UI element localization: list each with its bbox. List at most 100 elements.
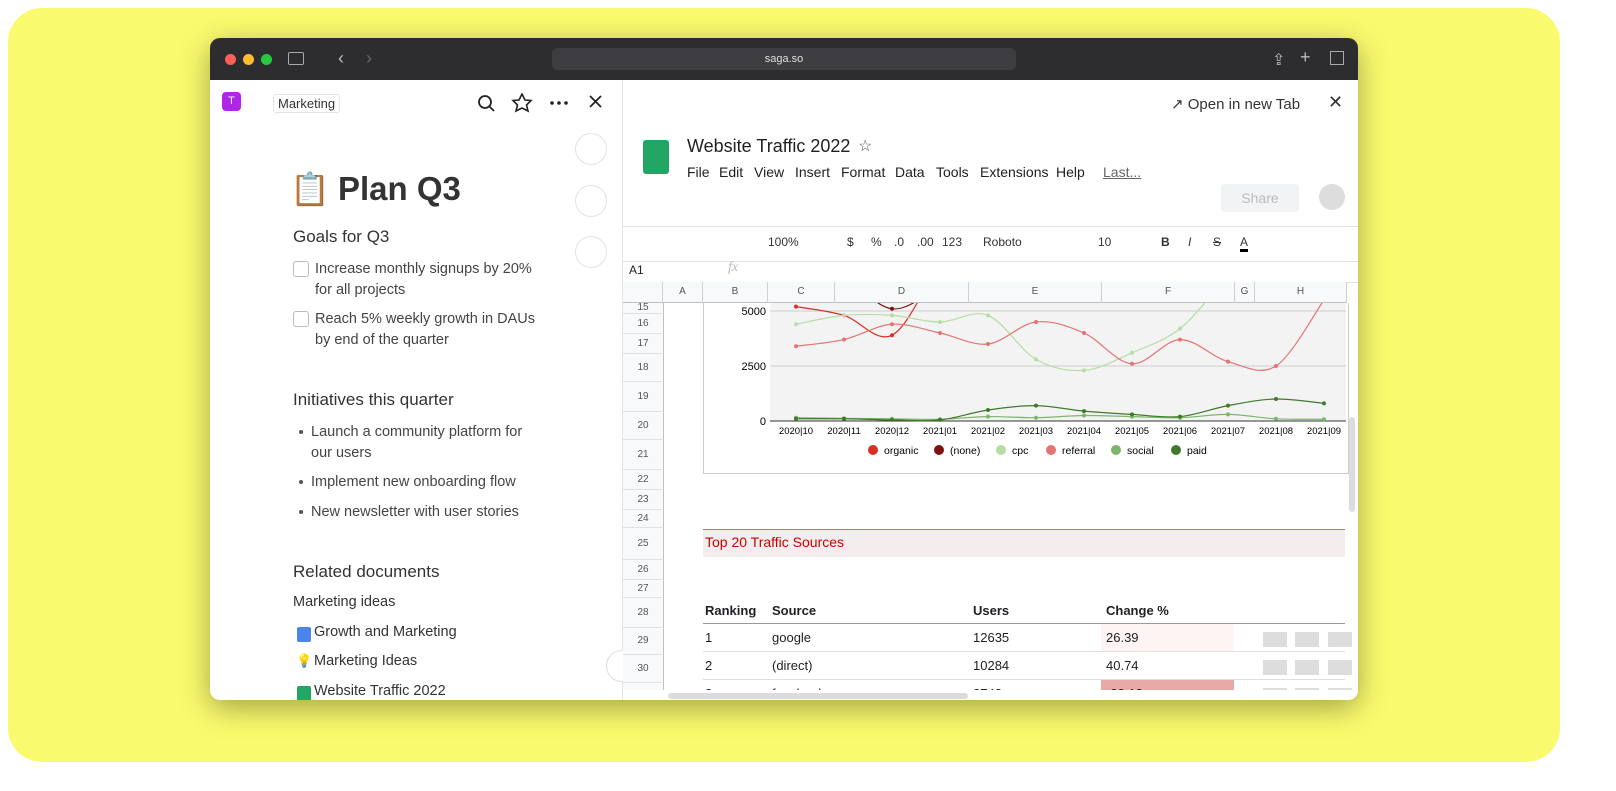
menu-item[interactable]: Tools xyxy=(936,164,969,180)
star-icon[interactable] xyxy=(511,93,533,113)
legend-swatch xyxy=(1046,445,1056,455)
sparkline-placeholder xyxy=(1295,660,1319,675)
column-header: B xyxy=(703,282,768,303)
share-button[interactable]: Share xyxy=(1221,184,1299,212)
zoom-button[interactable] xyxy=(261,54,272,65)
row-header: 30 xyxy=(623,655,664,683)
toolbar-strike[interactable]: S xyxy=(1213,235,1222,249)
star-doc[interactable]: ☆ xyxy=(858,138,873,155)
tab-overview[interactable] xyxy=(1330,51,1344,65)
data-point xyxy=(1322,401,1326,406)
cell-reference[interactable]: A1 xyxy=(629,263,644,277)
h-scrollbar xyxy=(623,690,1358,700)
toolbar-italic[interactable]: I xyxy=(1188,235,1192,249)
menu-item[interactable]: Data xyxy=(895,164,925,180)
toolbar-color[interactable]: A xyxy=(1240,235,1249,252)
bullet-item: New newsletter with user stories xyxy=(311,504,519,520)
row-header: 28 xyxy=(623,598,664,628)
sheets-logo xyxy=(643,140,669,174)
outline-button[interactable] xyxy=(575,185,607,217)
data-point xyxy=(1034,415,1038,420)
legend-swatch xyxy=(868,445,878,455)
search-icon[interactable] xyxy=(478,95,492,109)
menu-item[interactable]: File xyxy=(687,164,710,180)
grid: A B C D E F G H 15 16 17 18 19 20 21 22 23 24 25 26 27 28 29 30… xyxy=(623,282,1358,700)
menu-item[interactable]: Last... xyxy=(1103,164,1142,180)
table-header: Change % xyxy=(1106,603,1169,618)
page-title: Plan Q3 xyxy=(338,170,461,207)
menu-item[interactable]: View xyxy=(754,164,785,180)
link-icon xyxy=(297,626,311,642)
column-header: H xyxy=(1255,282,1347,303)
more-dot[interactable] xyxy=(557,101,561,105)
forward-button[interactable]: › xyxy=(366,48,372,68)
more-dot[interactable] xyxy=(550,101,554,105)
toolbar-font[interactable]: Roboto xyxy=(983,235,1022,249)
chart: 0 2500 5000 2020|10 2020|11 2020|12 2021|01 202… xyxy=(703,303,1349,474)
data-point xyxy=(842,416,846,421)
sidebar-toggle[interactable] xyxy=(288,52,304,65)
table-cell: 2 xyxy=(705,658,713,673)
sparkline-placeholder xyxy=(1263,660,1287,675)
series-line xyxy=(795,303,1206,372)
link-button[interactable] xyxy=(575,133,607,165)
column-header: G xyxy=(1235,282,1255,303)
legend-label: organic xyxy=(884,445,918,457)
title-icon: 📋 xyxy=(290,171,330,207)
table-header: Ranking xyxy=(705,603,757,618)
menu-item[interactable]: Format xyxy=(841,164,886,180)
toolbar-dec-more[interactable]: .00 xyxy=(917,235,934,249)
related-link[interactable]: Marketing Ideas xyxy=(314,653,418,669)
toolbar-bold[interactable]: B xyxy=(1161,235,1170,249)
minimize-button[interactable] xyxy=(243,54,254,65)
toolbar-format[interactable]: 123 xyxy=(942,235,963,249)
toolbar-percent[interactable]: % xyxy=(871,235,882,249)
row-header: 19 xyxy=(623,382,664,412)
toolbar-size[interactable]: 10 xyxy=(1098,235,1112,249)
related-link[interactable]: Growth and Marketing xyxy=(314,623,457,640)
menu-item[interactable]: Help xyxy=(1056,164,1085,180)
checkbox[interactable] xyxy=(293,311,309,327)
back-button[interactable]: ‹ xyxy=(338,48,344,68)
row-header: 20 xyxy=(623,412,664,440)
data-point xyxy=(890,417,894,422)
data-point xyxy=(890,333,894,338)
workspace-badge[interactable]: T xyxy=(222,92,241,111)
plot xyxy=(794,303,1326,422)
data-point xyxy=(1274,364,1278,368)
breadcrumb[interactable]: Marketing xyxy=(273,94,341,113)
row-header: 16 xyxy=(623,314,664,334)
data-point xyxy=(1226,403,1230,408)
related-link[interactable]: Website Traffic 2022 xyxy=(314,682,446,699)
data-point xyxy=(938,417,942,422)
checkbox[interactable] xyxy=(293,261,309,277)
data-point xyxy=(794,304,798,309)
open-new-tab[interactable]: ↗ Open in new Tab xyxy=(1171,96,1301,113)
address-bar[interactable]: saga.so xyxy=(552,48,1016,70)
data-point xyxy=(842,337,846,342)
related-link[interactable]: Marketing ideas xyxy=(293,594,396,610)
share-button[interactable]: ⇪ xyxy=(1272,52,1286,69)
toolbar-currency[interactable]: $ xyxy=(847,235,854,249)
settings-button[interactable] xyxy=(575,236,607,268)
close-button[interactable] xyxy=(225,54,236,65)
legend-label: paid xyxy=(1187,445,1207,457)
new-tab-button[interactable]: + xyxy=(1300,47,1311,67)
menu-item[interactable]: Insert xyxy=(795,164,831,180)
data-point xyxy=(1226,359,1230,364)
toolbar-dec-less[interactable]: .0 xyxy=(894,235,905,249)
close-preview[interactable]: ✕ xyxy=(1328,92,1344,112)
row-header: 24 xyxy=(623,510,664,528)
embedded-spreadsheet: ↗ Open in new Tab ✕ Website Traffic 2022… xyxy=(623,80,1358,700)
data-point xyxy=(842,313,846,318)
avatar[interactable] xyxy=(1319,184,1345,210)
more-dot[interactable] xyxy=(564,101,568,105)
menu-item[interactable]: Edit xyxy=(719,164,744,180)
toolbar-zoom[interactable]: 100% xyxy=(768,235,799,249)
menu-item[interactable]: Extensions xyxy=(980,164,1049,180)
row-header: 23 xyxy=(623,490,664,510)
row-header: 17 xyxy=(623,334,664,354)
legend-label: (none) xyxy=(950,445,980,457)
legend-swatch xyxy=(934,445,944,455)
